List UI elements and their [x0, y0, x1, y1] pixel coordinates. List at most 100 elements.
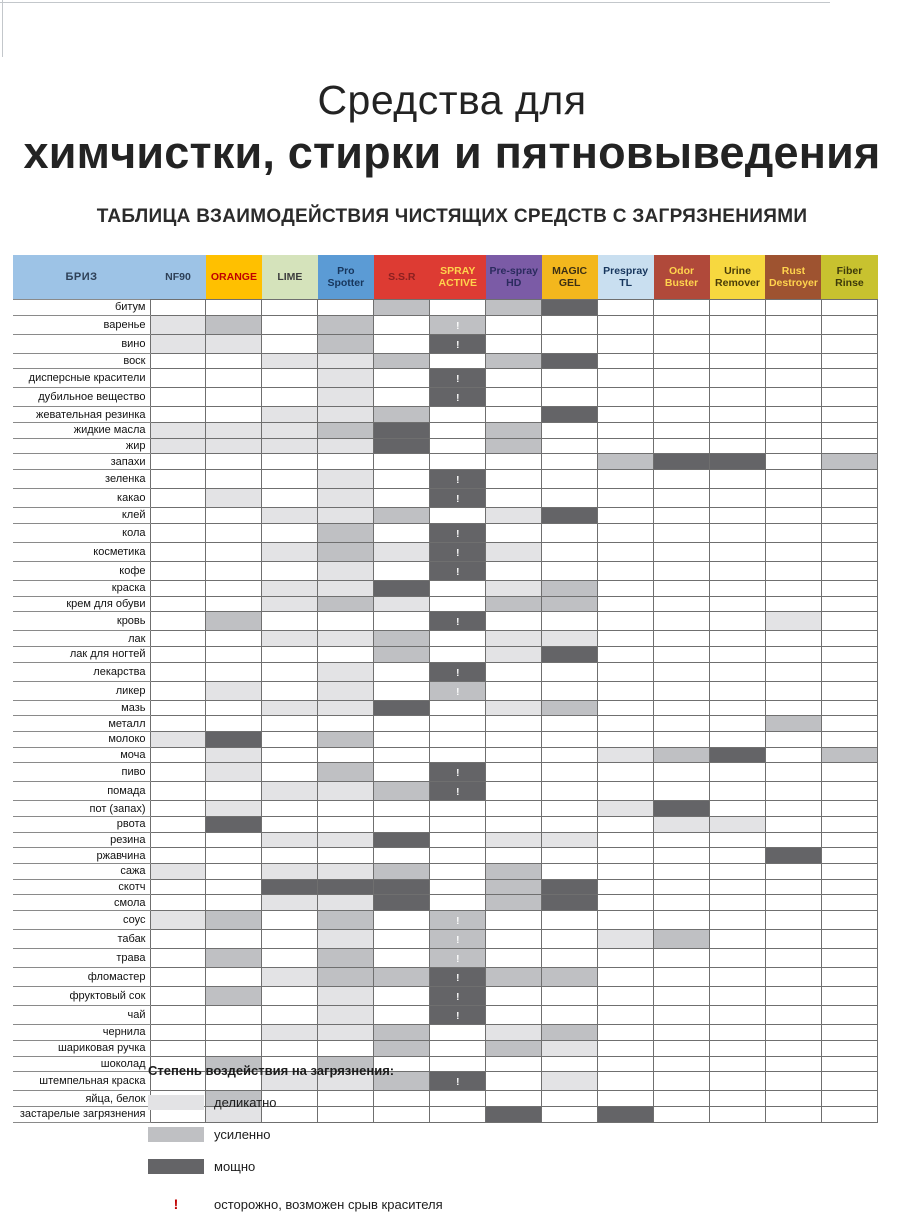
grid-cell [429, 1039, 487, 1057]
grid-cell [820, 1039, 879, 1057]
grid-cell [597, 831, 655, 849]
table-row: жидкие масла [13, 422, 879, 439]
grid-cell [541, 1005, 599, 1026]
grid-cell [485, 368, 543, 389]
grid-cell [261, 630, 319, 647]
grid-cell [205, 929, 263, 950]
grid-cell [429, 352, 487, 370]
grid-cell [709, 422, 766, 439]
grid-cell [317, 699, 375, 717]
table-row: дисперсные красители! [13, 368, 879, 389]
grid-cell: ! [429, 368, 487, 389]
grid-cell [317, 422, 375, 439]
grid-cell [764, 387, 822, 408]
grid-cell [709, 1071, 766, 1092]
grid-cell [653, 816, 711, 833]
warning-exclamation-icon: ! [173, 1196, 179, 1212]
grid-cell [317, 611, 375, 632]
grid-cell [317, 630, 375, 647]
table-row: фруктовый сок! [13, 986, 879, 1007]
grid-cell [541, 910, 599, 931]
grid-cell [261, 831, 319, 849]
grid-cell [317, 948, 375, 969]
grid-cell [764, 488, 822, 509]
grid-cell [541, 986, 599, 1007]
grid-cell [764, 1090, 822, 1107]
dye-warning-exclamation-icon: ! [456, 374, 460, 386]
grid-cell [149, 595, 207, 613]
grid-cell [485, 800, 543, 817]
grid-cell [597, 645, 655, 663]
grid-cell [485, 1105, 543, 1123]
grid-cell [597, 929, 655, 950]
grid-cell [597, 1039, 655, 1057]
grid-cell [373, 352, 431, 370]
grid-cell [205, 630, 263, 647]
grid-cell [429, 847, 487, 865]
grid-cell [764, 1055, 822, 1073]
grid-cell: ! [429, 1071, 487, 1092]
grid-cell [541, 680, 599, 701]
grid-cell [820, 816, 879, 833]
grid-cell [373, 781, 431, 802]
page-title-line2: химчистки, стирки и пятновыведения [23, 127, 881, 179]
grid-cell [764, 781, 822, 802]
grid-cell [709, 1024, 766, 1041]
grid-cell [653, 878, 711, 896]
grid-cell [764, 299, 822, 316]
grid-cell [317, 1071, 375, 1092]
grid-cell [317, 299, 375, 316]
grid-cell [541, 948, 599, 969]
grid-cell [261, 541, 319, 562]
row-label: фломастер [13, 967, 151, 988]
grid-cell [709, 453, 766, 471]
grid-cell [317, 967, 375, 988]
grid-cell [820, 730, 879, 748]
grid-cell [373, 488, 431, 509]
table-row: косметика! [13, 541, 879, 562]
grid-cell [261, 699, 319, 717]
grid-cell [261, 522, 319, 543]
grid-cell [820, 488, 879, 509]
grid-cell [149, 1005, 207, 1026]
table-row: сажа [13, 863, 879, 880]
grid-cell [317, 831, 375, 849]
grid-cell [261, 469, 319, 490]
grid-cell [205, 762, 263, 783]
row-label: краска [13, 579, 151, 597]
grid-cell [485, 929, 543, 950]
grid-cell [653, 387, 711, 408]
grid-cell [205, 406, 263, 424]
grid-cell [541, 352, 599, 370]
grid-cell [820, 1071, 879, 1092]
grid-cell [429, 453, 487, 471]
grid-cell [205, 299, 263, 316]
grid-cell [373, 894, 431, 912]
grid-cell [709, 488, 766, 509]
grid-cell [764, 910, 822, 931]
grid-cell [205, 368, 263, 389]
grid-cell [149, 878, 207, 896]
grid-cell [149, 352, 207, 370]
grid-cell [653, 1039, 711, 1057]
grid-cell [597, 1005, 655, 1026]
table-row: ржавчина [13, 847, 879, 865]
grid-cell [485, 645, 543, 663]
grid-cell [205, 645, 263, 663]
grid-cell [485, 1024, 543, 1041]
grid-cell [764, 406, 822, 424]
grid-cell [149, 579, 207, 597]
grid-cell [653, 1024, 711, 1041]
grid-cell [261, 333, 319, 354]
table-row: смола [13, 894, 879, 912]
grid-cell [764, 661, 822, 682]
grid-cell [205, 333, 263, 354]
grid-cell [205, 1024, 263, 1041]
grid-cell [149, 929, 207, 950]
grid-cell [541, 730, 599, 748]
row-label: соус [13, 910, 151, 931]
grid-cell: ! [429, 929, 487, 950]
grid-cell [653, 314, 711, 335]
grid-cell [485, 1039, 543, 1057]
grid-cell [149, 831, 207, 849]
